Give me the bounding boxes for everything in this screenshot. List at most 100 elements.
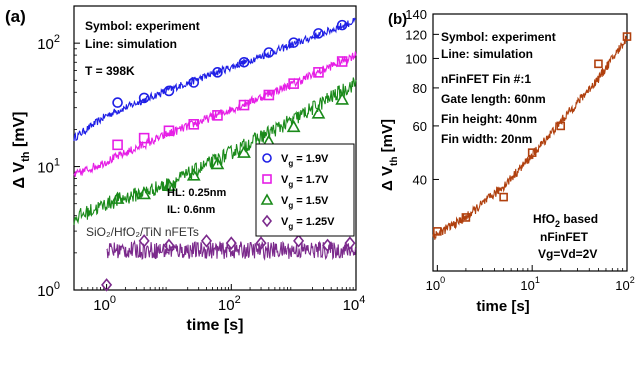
y-tick-label: 40 [413, 172, 427, 187]
legend-marker [262, 174, 272, 184]
legend-label: Vg = 1.25V [281, 216, 335, 231]
simulation-line [106, 239, 357, 261]
data-point [288, 78, 299, 89]
data-point [138, 92, 150, 104]
legend-marker [262, 153, 272, 163]
series-3 [101, 234, 357, 292]
panel-a-annotation-symbol: Symbol: experiment [85, 19, 200, 33]
data-point [527, 148, 537, 157]
data-point [162, 178, 176, 191]
data-point [255, 236, 267, 250]
legend-label: Vg = 1.9V [281, 153, 329, 168]
data-point [200, 234, 213, 248]
legend-marker [261, 214, 273, 228]
data-point [101, 278, 113, 292]
legend-label: Vg = 1.7V [281, 174, 329, 189]
data-point [461, 213, 471, 222]
panel-b-y-axis-label: Δ Vth [mV] [379, 119, 400, 191]
panel-b-annotation-symbol: Symbol: experiment [441, 30, 556, 44]
data-point [499, 192, 508, 202]
panel-b-annotation-height: Fin height: 40nm [441, 112, 537, 126]
y-tick-label: 102 [37, 33, 60, 53]
panel-b-x-ticks: 100 101 102 [426, 265, 635, 293]
legend-marker [260, 193, 274, 205]
data-point [138, 132, 150, 144]
panel-a-annotation-hl: HL: 0.25nm [167, 187, 227, 199]
data-point [210, 156, 225, 170]
panel-a-series [73, 17, 357, 292]
panel-b-annotation-fin: nFinFET Fin #:1 [441, 72, 531, 86]
data-point [336, 19, 348, 31]
data-point [237, 145, 251, 158]
y-tick-label: 120 [405, 27, 427, 42]
data-point [433, 227, 442, 236]
data-point [238, 56, 250, 68]
panel-a-legend-box [255, 143, 355, 237]
y-tick-label: 100 [405, 51, 427, 66]
data-point [263, 89, 275, 101]
data-point [225, 236, 237, 250]
series-1 [73, 51, 357, 177]
y-tick-label: 60 [413, 119, 427, 134]
panel-a-label: (a) [5, 7, 26, 26]
panel-b-plot-area [432, 13, 628, 272]
panel-a-annotation-temperature: T = 398K [85, 64, 135, 78]
panel-b-annotation-hfo: HfO2 based [533, 212, 598, 229]
data-point [313, 67, 324, 78]
panel-b-annotation-line: Line: simulation [441, 47, 533, 61]
series-0 [432, 32, 632, 240]
y-tick-label: 140 [405, 7, 427, 22]
data-point [288, 37, 299, 48]
data-point [212, 110, 223, 121]
data-point [336, 56, 348, 67]
panel-a-y-ticks: 100 101 102 [37, 33, 80, 300]
panel-b-annotation-bias: Vg=Vd=2V [538, 247, 597, 261]
x-tick-label: 104 [343, 294, 366, 314]
data-point [335, 92, 350, 105]
data-point [344, 236, 356, 250]
y-tick-label: 101 [37, 157, 60, 177]
data-point [594, 59, 603, 69]
data-point [556, 121, 566, 131]
data-point [286, 119, 301, 133]
data-point [212, 67, 223, 78]
panel-a-x-ticks: 100 102 104 [73, 284, 366, 314]
series-2 [73, 77, 357, 225]
data-point [622, 32, 632, 41]
data-point [112, 97, 123, 108]
x-tick-label: 100 [426, 275, 445, 293]
data-point [322, 238, 334, 253]
data-point [293, 234, 305, 248]
data-point [163, 238, 175, 253]
data-point [311, 106, 326, 119]
data-point [313, 28, 324, 39]
panel-b-label: (b) [388, 11, 407, 28]
panel-b-annotation-width: Fin width: 20nm [441, 132, 532, 146]
data-point [110, 191, 125, 204]
panel-b-annotation-device: nFinFET [540, 230, 589, 244]
data-point [188, 119, 200, 130]
simulation-line [73, 51, 357, 177]
data-point [238, 99, 250, 111]
panel-a-x-axis-label: time [s] [187, 317, 244, 334]
panel-a-annotation-stack: SiO₂/HfO₂/TiN nFETs [86, 225, 199, 239]
data-point [137, 186, 151, 200]
data-point [263, 47, 275, 58]
panel-b-y-ticks: 40 60 80 100 120 140 [405, 7, 439, 187]
x-tick-label: 101 [520, 275, 539, 293]
x-tick-label: 102 [615, 275, 634, 293]
data-point [163, 125, 175, 137]
panel-a-annotation-line: Line: simulation [85, 37, 177, 51]
panel-b-series [432, 32, 632, 240]
panel-a-y-axis-label: Δ Vth [mV] [11, 111, 32, 188]
panel-b-annotation-gate: Gate length: 60nm [441, 92, 546, 106]
panel-a-annotation-il: IL: 0.6nm [167, 204, 216, 216]
data-point [188, 77, 200, 88]
data-point [163, 85, 175, 97]
data-point [186, 168, 201, 181]
panel-b-x-axis-label: time [s] [476, 298, 529, 315]
simulation-line [73, 17, 357, 142]
series-0 [73, 17, 357, 142]
